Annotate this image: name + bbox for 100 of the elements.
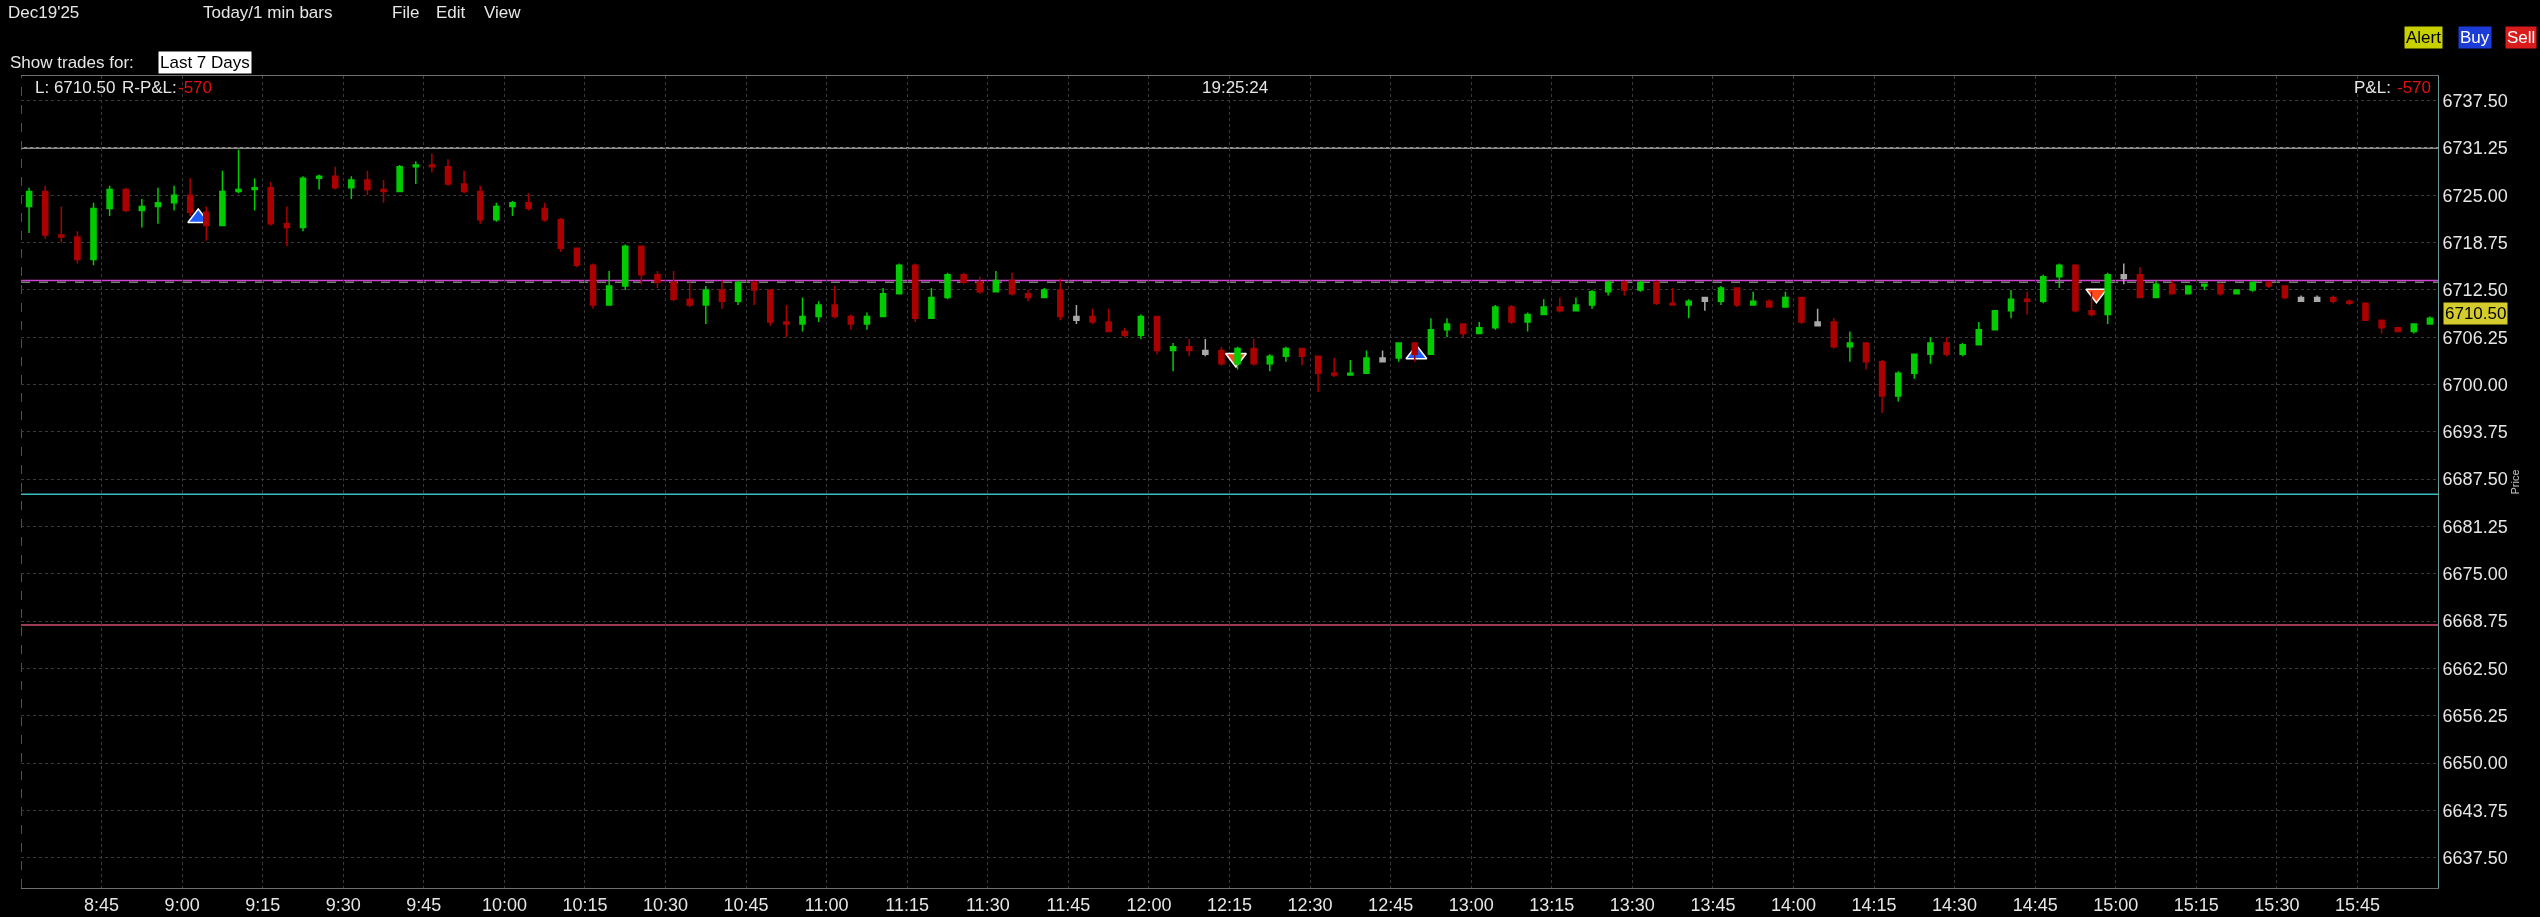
candlestick <box>2023 291 2031 316</box>
candlestick <box>992 270 1000 293</box>
candlestick <box>1105 308 1112 333</box>
candlestick <box>686 281 693 308</box>
candlestick <box>428 152 436 174</box>
y-tick-label: 6675.00 <box>2442 564 2508 585</box>
candlestick <box>1073 304 1080 325</box>
x-tick-label: 12:30 <box>1287 894 1333 915</box>
candlestick <box>1234 345 1241 371</box>
candlestick <box>331 166 339 191</box>
candlestick <box>1121 326 1129 338</box>
candlestick <box>654 270 661 289</box>
annotation: -570 <box>178 78 213 97</box>
x-tick-label: 13:45 <box>1690 894 1736 915</box>
candlestick <box>1347 359 1354 376</box>
candlestick <box>1379 349 1386 363</box>
candlestick <box>1395 342 1402 363</box>
candlestick <box>1250 338 1257 367</box>
candlestick <box>299 175 307 232</box>
x-tick-label: 12:45 <box>1368 894 1414 915</box>
candlestick <box>2249 281 2256 293</box>
candlestick <box>2201 283 2208 291</box>
y-tick-label: 6712.50 <box>2442 280 2508 301</box>
candlestick <box>25 186 33 234</box>
candlestick <box>348 175 355 200</box>
candlestick <box>1733 287 1741 308</box>
candlestick <box>766 289 774 327</box>
candlestick <box>1363 349 1370 374</box>
candlestick <box>702 285 710 325</box>
y-tick-label: 6737.50 <box>2442 90 2508 111</box>
candlestick <box>1975 321 1983 346</box>
candlestick <box>525 192 532 212</box>
x-tick-label: 15:45 <box>2334 894 2380 915</box>
candlestick <box>315 173 323 191</box>
x-tick-label: 12:15 <box>1206 894 1253 915</box>
candlestick <box>1782 291 1789 308</box>
candlestick <box>1604 279 1612 297</box>
x-tick-label: 8:45 <box>84 894 120 915</box>
candlestick <box>2394 326 2401 333</box>
candlestick <box>928 287 935 320</box>
candlestick <box>1330 357 1338 378</box>
candlestick <box>1427 317 1435 355</box>
candlestick <box>444 158 452 187</box>
annotation: L: 6710.50 <box>35 78 116 97</box>
candlestick <box>460 169 468 195</box>
candlestick <box>1717 285 1725 306</box>
y-axis-title: Price <box>2508 469 2521 495</box>
candlestick <box>1202 338 1209 357</box>
candlestick <box>1459 323 1467 338</box>
candlestick <box>2233 289 2240 295</box>
candlestick <box>1588 289 1596 310</box>
x-tick-label: 9:45 <box>406 894 442 915</box>
x-tick-label: 11:00 <box>804 894 849 915</box>
x-tick-label: 10:15 <box>562 894 608 915</box>
candlestick <box>1218 345 1225 367</box>
candlestick <box>605 270 613 306</box>
candlestick <box>1411 342 1419 363</box>
candlestick <box>815 300 822 323</box>
x-tick-label: 14:45 <box>2012 894 2058 915</box>
candlestick <box>557 217 565 253</box>
candlestick <box>2136 266 2144 299</box>
candlestick <box>2281 285 2289 301</box>
candlestick <box>2039 273 2047 304</box>
candlestick <box>1282 345 1290 363</box>
candlestick <box>1153 315 1161 355</box>
candlestick <box>1814 308 1821 327</box>
candlestick <box>2007 289 2015 320</box>
annotation: 19:25:24 <box>1202 78 1269 97</box>
x-tick-label: 9:00 <box>164 894 200 915</box>
x-tick-label: 14:30 <box>1932 894 1978 915</box>
candlestick <box>976 275 984 295</box>
candlestick <box>1637 279 1644 293</box>
candlestick <box>1943 336 1950 357</box>
candlestick <box>1862 342 1870 371</box>
candlestick <box>573 247 581 268</box>
y-tick-label: 6668.75 <box>2442 611 2508 632</box>
candlestick <box>750 279 758 306</box>
x-tick-label: 13:30 <box>1609 894 1655 915</box>
x-tick-label: 15:00 <box>2093 894 2139 915</box>
candlestick <box>1556 296 1564 314</box>
x-tick-label: 9:15 <box>245 894 281 915</box>
candlestick <box>106 185 113 217</box>
candlestick <box>90 202 97 267</box>
candlestick <box>1169 342 1177 373</box>
candlestick <box>1057 277 1064 321</box>
candlestick <box>380 179 387 204</box>
candlestick <box>1669 287 1676 306</box>
candlestick <box>1620 279 1628 297</box>
x-tick-label: 12:00 <box>1126 894 1172 915</box>
y-tick-label: 6637.50 <box>2442 848 2508 869</box>
candlestick <box>267 181 275 227</box>
candlestick <box>251 177 258 212</box>
candlestick <box>219 169 226 227</box>
x-tick-label: 14:15 <box>1851 894 1897 915</box>
candlestick <box>2378 319 2385 335</box>
candlestick <box>2088 291 2095 318</box>
candlestick <box>1927 336 1934 365</box>
candlestick <box>138 198 146 229</box>
candlestick <box>2184 285 2192 295</box>
candlestick <box>879 287 887 318</box>
